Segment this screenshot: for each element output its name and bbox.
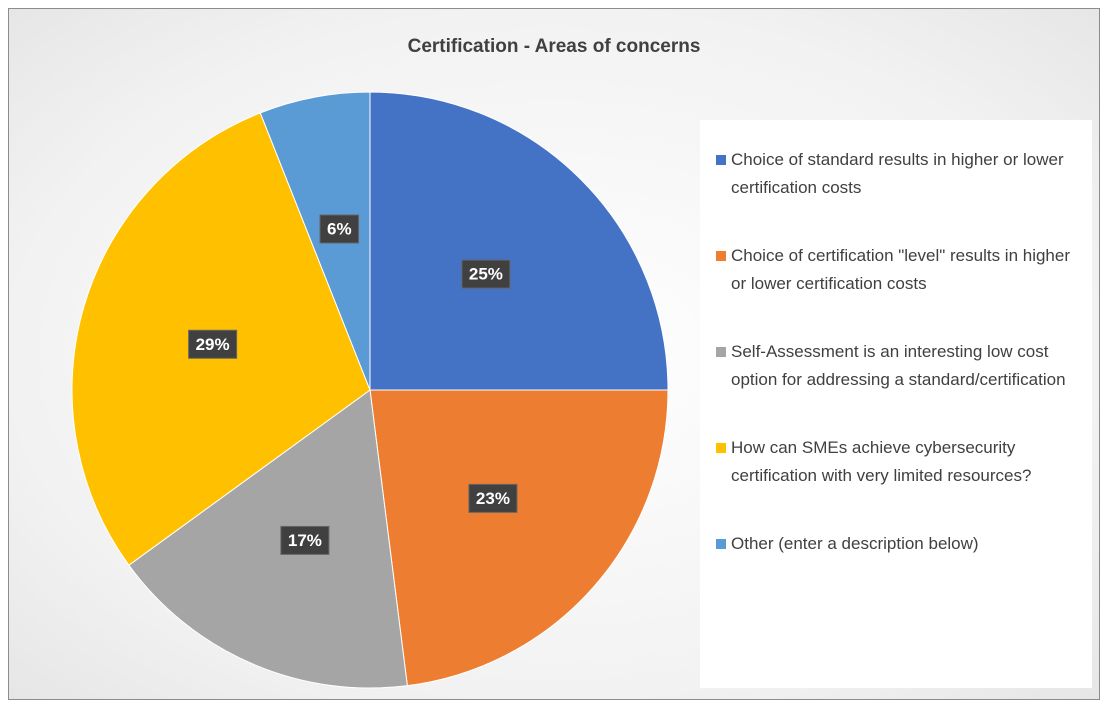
data-label-box — [468, 483, 518, 513]
legend-label: How can SMEs achieve cybersecurity certi… — [731, 438, 1032, 485]
pie-slice — [259, 91, 371, 391]
data-label: 17% — [280, 525, 330, 555]
pie-slice — [128, 389, 408, 689]
data-label: 23% — [468, 483, 518, 513]
data-label: 6% — [319, 214, 360, 244]
legend-label: Self-Assessment is an interesting low co… — [731, 342, 1066, 389]
legend-entry: How can SMEs achieve cybersecurity certi… — [716, 434, 1078, 490]
data-label-text: 25% — [469, 265, 503, 284]
legend-label: Choice of certification "level" results … — [731, 246, 1071, 293]
data-label-text: 23% — [476, 489, 510, 508]
data-label: 25% — [461, 259, 511, 289]
legend-entry: Self-Assessment is an interesting low co… — [716, 338, 1078, 394]
data-label-box — [188, 329, 238, 359]
chart-title: Certification - Areas of concerns — [408, 36, 701, 57]
data-label-box — [319, 214, 360, 244]
legend-swatch — [716, 251, 726, 261]
legend-entry: Choice of certification "level" results … — [716, 242, 1078, 298]
data-label-text: 17% — [288, 531, 322, 550]
legend-swatch — [716, 539, 726, 549]
legend-swatch — [716, 443, 726, 453]
legend-entry: Other (enter a description below) — [716, 530, 1078, 558]
data-label: 29% — [188, 329, 238, 359]
legend-label: Choice of standard results in higher or … — [731, 150, 1064, 197]
legend-label: Other (enter a description below) — [731, 534, 979, 553]
legend-entry: Choice of standard results in higher or … — [716, 146, 1078, 202]
data-label-text: 6% — [327, 219, 352, 238]
data-label-text: 29% — [196, 335, 230, 354]
legend: Choice of standard results in higher or … — [700, 120, 1092, 688]
data-label-box — [280, 525, 330, 555]
data-label-box — [461, 259, 511, 289]
legend-swatch — [716, 347, 726, 357]
legend-swatch — [716, 155, 726, 165]
pie-slice — [369, 389, 669, 687]
pie-slice — [369, 91, 669, 391]
